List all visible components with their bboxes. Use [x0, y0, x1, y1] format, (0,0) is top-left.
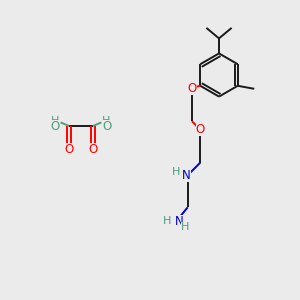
Text: O: O	[64, 143, 74, 156]
Text: N: N	[175, 214, 184, 228]
Text: O: O	[187, 82, 196, 95]
Text: O: O	[196, 123, 205, 136]
Text: H: H	[50, 116, 59, 126]
Text: O: O	[88, 143, 98, 156]
Text: O: O	[50, 119, 59, 133]
Text: H: H	[163, 216, 171, 226]
Text: H: H	[102, 116, 111, 126]
Text: N: N	[182, 169, 190, 182]
Text: H: H	[181, 221, 190, 232]
Text: O: O	[102, 119, 111, 133]
Text: H: H	[172, 167, 181, 177]
